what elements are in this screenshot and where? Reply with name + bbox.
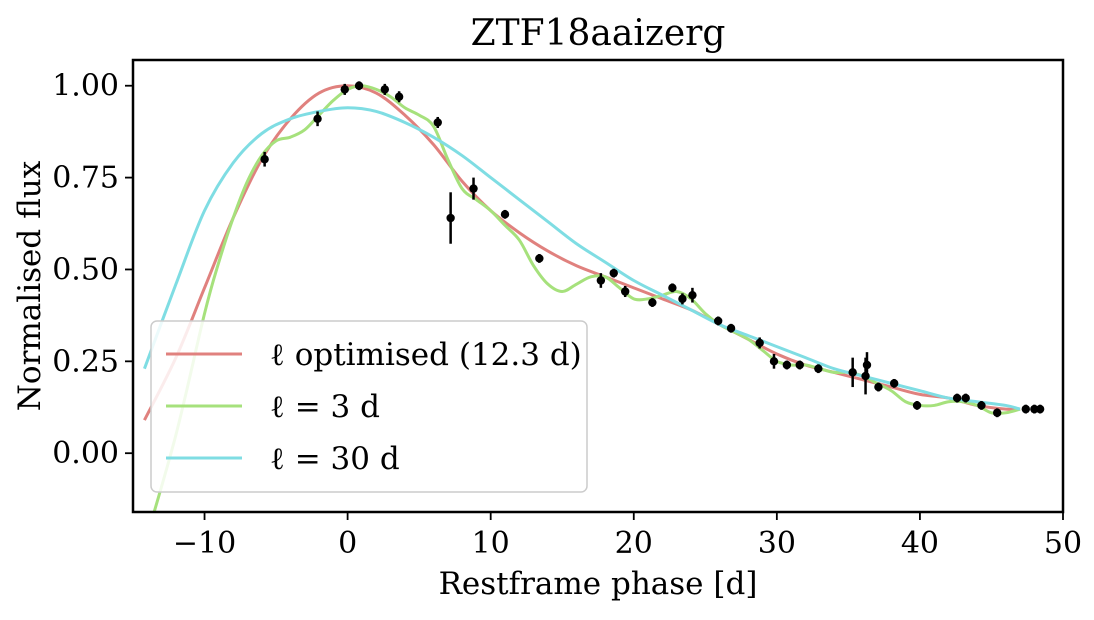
data-point [962, 394, 970, 402]
data-point [434, 118, 442, 126]
x-axis-ticks: −10 0 10 20 30 40 50 [173, 512, 1082, 561]
data-point [848, 368, 856, 376]
data-point [260, 155, 268, 163]
x-axis-label: Restframe phase [d] [439, 566, 758, 602]
data-point [1036, 405, 1044, 413]
data-point [501, 210, 509, 218]
data-point [535, 254, 543, 262]
y-tick-label: 1.00 [52, 69, 119, 104]
x-tick-label: 40 [901, 526, 939, 561]
y-tick-label: 0.00 [52, 436, 119, 471]
data-point [668, 284, 676, 292]
data-point [597, 276, 605, 284]
x-tick-label: 10 [472, 526, 510, 561]
legend-label-3d: ℓ = 3 d [270, 389, 380, 425]
data-point [993, 409, 1001, 417]
data-point [648, 298, 656, 306]
y-tick-label: 0.50 [52, 252, 119, 287]
data-point [861, 372, 869, 380]
data-point [313, 115, 321, 123]
chart-container: ZTF18aaizerg −10 0 10 20 30 40 50 0.00 0.25 0.50… [0, 0, 1094, 620]
data-point [814, 364, 822, 372]
legend-label-30d: ℓ = 30 d [270, 441, 400, 477]
x-tick-label: −10 [173, 526, 236, 561]
data-point [953, 394, 961, 402]
data-point [796, 361, 804, 369]
x-tick-label: 30 [758, 526, 796, 561]
data-point [621, 287, 629, 295]
data-point [977, 401, 985, 409]
data-point [890, 379, 898, 387]
x-tick-label: 0 [338, 526, 357, 561]
data-point [727, 324, 735, 332]
chart-title: ZTF18aaizerg [471, 13, 726, 54]
data-point [446, 214, 454, 222]
y-axis-label: Normalised flux [12, 160, 48, 411]
data-point [1022, 405, 1030, 413]
x-tick-label: 50 [1044, 526, 1082, 561]
data-point [395, 93, 403, 101]
data-point [610, 269, 618, 277]
y-tick-label: 0.75 [52, 161, 119, 196]
legend-label-optimised: ℓ optimised (12.3 d) [270, 337, 582, 373]
data-point [355, 82, 363, 90]
data-point [770, 357, 778, 365]
data-point [874, 383, 882, 391]
data-point [381, 85, 389, 93]
light-curve-chart: ZTF18aaizerg −10 0 10 20 30 40 50 0.00 0.25 0.50… [0, 0, 1094, 620]
y-tick-label: 0.25 [52, 344, 119, 379]
y-axis-ticks: 0.00 0.25 0.50 0.75 1.00 [52, 69, 133, 471]
data-point [755, 339, 763, 347]
data-point [783, 361, 791, 369]
data-point [714, 317, 722, 325]
data-point [341, 85, 349, 93]
data-point [678, 295, 686, 303]
data-point [863, 361, 871, 369]
legend: ℓ optimised (12.3 d) ℓ = 3 d ℓ = 30 d [151, 321, 587, 492]
data-point [469, 184, 477, 192]
data-point [913, 401, 921, 409]
data-point [688, 291, 696, 299]
x-tick-label: 20 [615, 526, 653, 561]
